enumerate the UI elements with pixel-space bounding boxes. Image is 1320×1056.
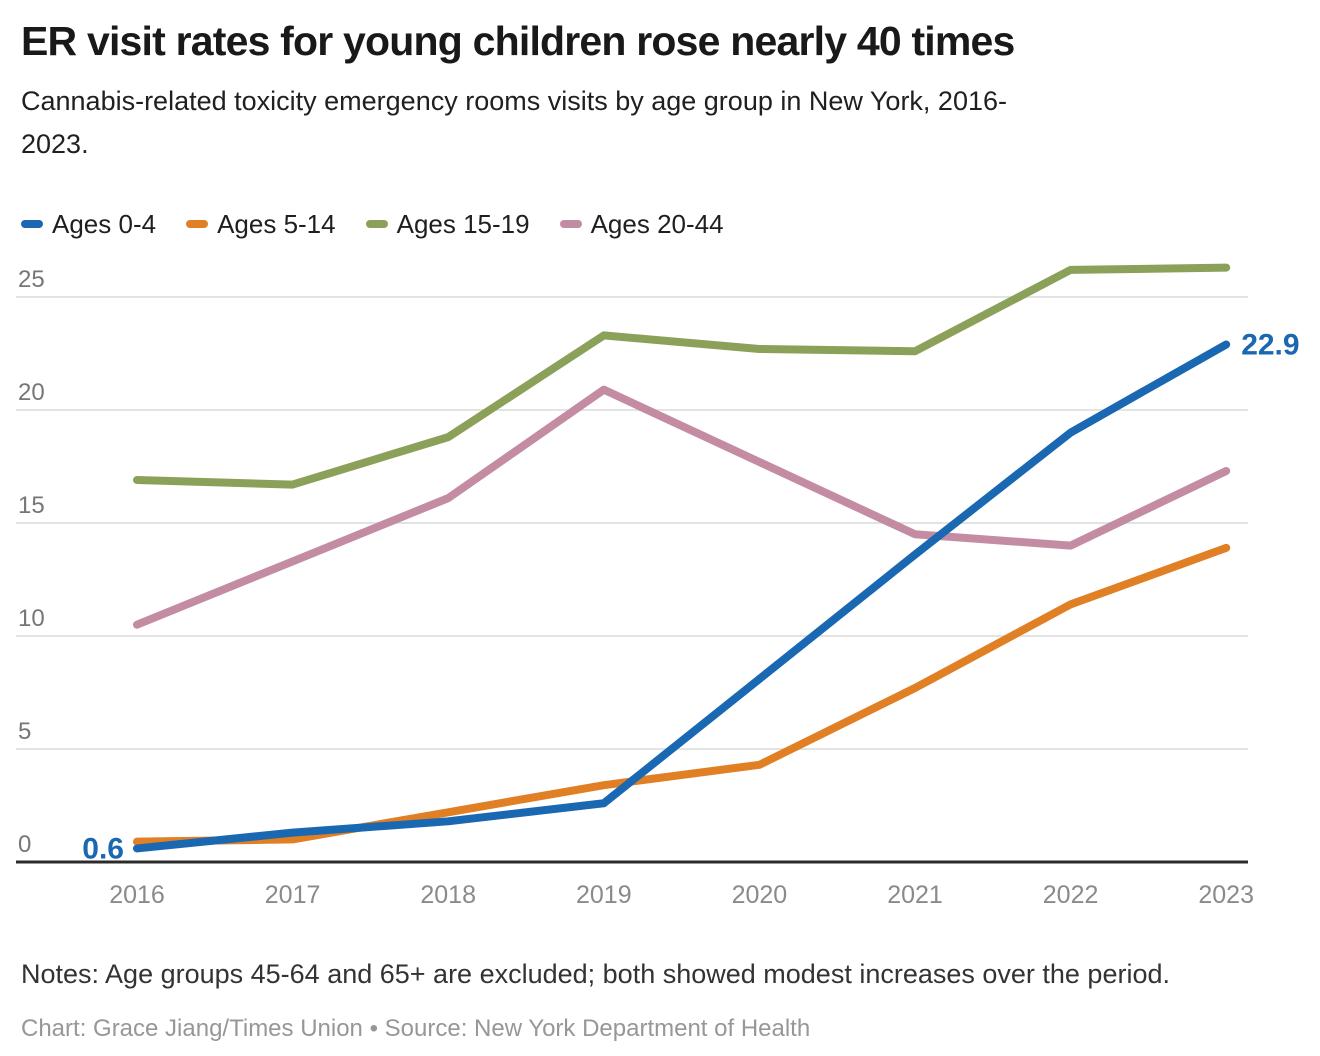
y-tick-label-0: 0 <box>18 831 31 858</box>
x-tick-label-2018: 2018 <box>420 881 476 909</box>
y-tick-label-20: 20 <box>18 379 45 406</box>
legend: Ages 0-4 Ages 5-14 Ages 15-19 Ages 20-44 <box>21 208 1320 240</box>
chart-notes: Notes: Age groups 45-64 and 65+ are excl… <box>21 959 1170 990</box>
end-value-label-22-9: 22.9 <box>1241 329 1299 362</box>
y-axis-labels: 0 5 10 15 20 25 <box>18 266 45 858</box>
chart-credit: Chart: Grace Jiang/Times Union • Source:… <box>21 1014 811 1042</box>
legend-swatch-ages-5-14 <box>186 220 209 229</box>
x-tick-label-2021: 2021 <box>887 881 943 909</box>
legend-item-ages-5-14: Ages 5-14 <box>186 209 336 240</box>
legend-label-ages-0-4: Ages 0-4 <box>52 208 157 239</box>
y-tick-label-10: 10 <box>18 605 45 632</box>
y-tick-label-5: 5 <box>18 718 31 745</box>
chart-title: ER visit rates for young children rose n… <box>21 18 1015 64</box>
x-tick-label-2019: 2019 <box>576 881 632 909</box>
chart-subtitle-line-2: 2023. <box>21 129 89 160</box>
legend-label-ages-5-14: Ages 5-14 <box>217 208 336 239</box>
x-axis-labels: 2016 2017 2018 2019 2020 2021 2022 2023 <box>109 881 1254 909</box>
series-line-ages-20-44 <box>133 386 1231 630</box>
x-tick-label-2023: 2023 <box>1198 881 1254 909</box>
x-tick-label-2016: 2016 <box>109 881 165 909</box>
series-line-ages-0-4 <box>133 340 1231 853</box>
legend-item-ages-0-4: Ages 0-4 <box>21 209 156 240</box>
series-line-ages-15-19 <box>133 264 1231 490</box>
x-tick-label-2022: 2022 <box>1043 881 1099 909</box>
x-tick-label-2017: 2017 <box>265 881 321 909</box>
y-gridlines <box>16 296 1248 864</box>
legend-label-ages-15-19: Ages 15-19 <box>396 208 530 239</box>
series-lines <box>133 264 1231 853</box>
x-tick-label-2020: 2020 <box>732 881 788 909</box>
y-tick-label-25: 25 <box>18 266 45 293</box>
legend-item-ages-15-19: Ages 15-19 <box>365 208 530 240</box>
legend-swatch-ages-0-4 <box>21 220 43 229</box>
legend-swatch-ages-15-19 <box>365 220 388 229</box>
chart-subtitle: Cannabis-related toxicity emergency room… <box>21 80 1280 166</box>
chart-subtitle-line-1: Cannabis-related toxicity emergency room… <box>21 86 1007 117</box>
legend-item-ages-20-44: Ages 20-44 <box>559 208 724 240</box>
legend-label-ages-20-44: Ages 20-44 <box>590 208 724 239</box>
series-line-ages-5-14 <box>133 544 1231 847</box>
start-value-label-0-6: 0.6 <box>82 833 124 866</box>
y-tick-label-15: 15 <box>18 492 45 519</box>
legend-swatch-ages-20-44 <box>559 220 582 229</box>
